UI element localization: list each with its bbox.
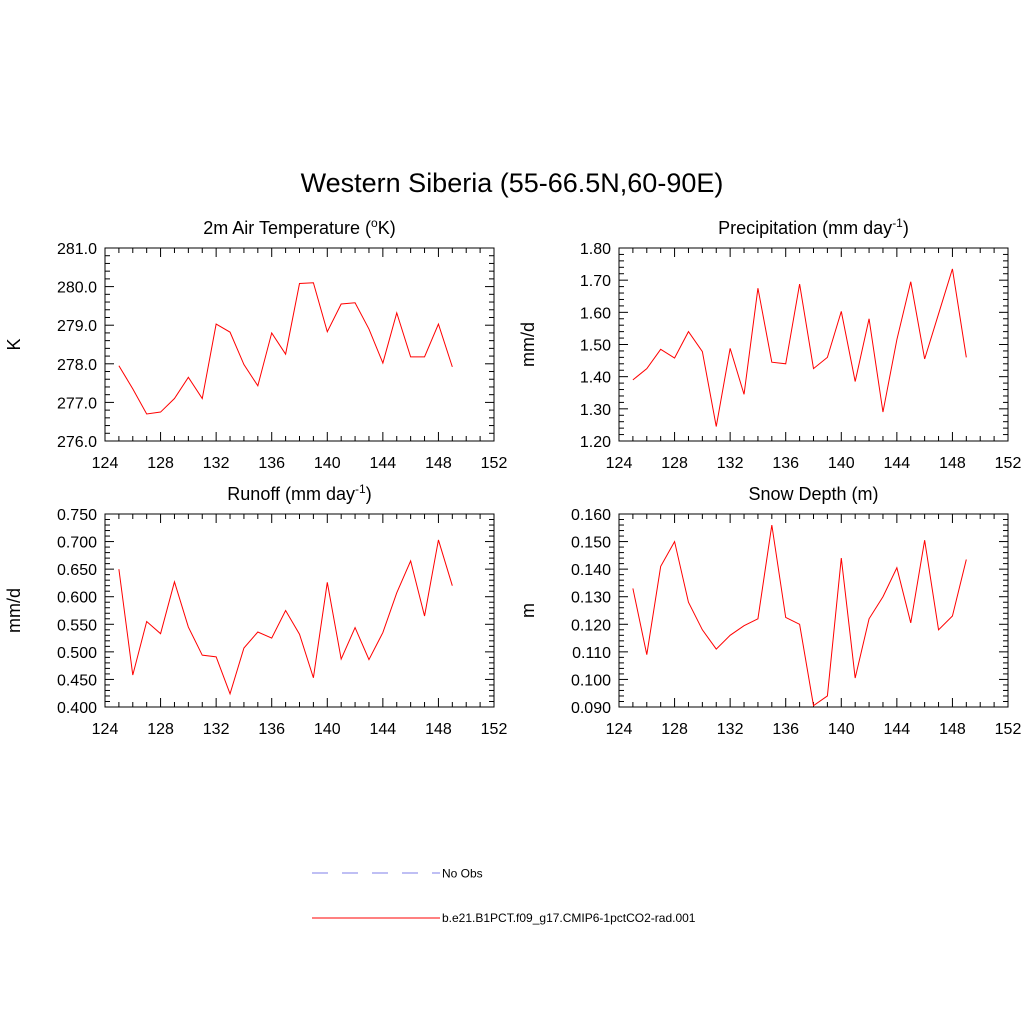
y-tick-label: 0.150 (571, 535, 611, 552)
y-axis-label: K (4, 338, 24, 350)
plot-frame (104, 247, 495, 442)
y-tick-label: 277.0 (57, 395, 97, 412)
x-tick-label: 140 (314, 721, 341, 738)
y-tick-label: 1.50 (580, 338, 611, 355)
y-tick-label: 0.400 (57, 700, 97, 717)
y-tick-label: 0.450 (57, 672, 97, 689)
x-tick-label: 128 (661, 455, 688, 472)
x-tick-label: 128 (661, 721, 688, 738)
y-axis-label: mm/d (4, 588, 24, 633)
x-tick-label: 140 (828, 721, 855, 738)
y-tick-label: 0.110 (572, 645, 611, 662)
y-tick-label: 1.70 (580, 273, 611, 290)
panels: 2m Air Temperature (oK) K 124 128 132 136 140 1… (4, 216, 1021, 738)
chart-snow-depth: Snow Depth (m) m 124 128 132 136 140 144 148 152 0… (518, 484, 1021, 738)
y-tick-label: 0.140 (571, 562, 611, 579)
legend-label-no-obs: No Obs (442, 867, 483, 881)
plot-frame (104, 513, 495, 708)
x-tick-label: 152 (995, 455, 1022, 472)
y-tick-label: 1.20 (580, 434, 611, 451)
x-tick-label: 128 (147, 455, 174, 472)
x-tick-label: 124 (92, 455, 119, 472)
x-tick-label: 128 (147, 721, 174, 738)
chart-title: Snow Depth (m) (748, 484, 878, 504)
y-tick-label: 1.30 (580, 402, 611, 419)
y-tick-label: 279.0 (57, 318, 97, 335)
x-tick-label: 124 (606, 455, 633, 472)
x-tick-label: 144 (370, 455, 397, 472)
x-tick-label: 136 (258, 721, 285, 738)
x-tick-label: 152 (481, 455, 508, 472)
y-axis-label: m (518, 603, 538, 618)
y-tick-label: 0.700 (57, 535, 97, 552)
x-tick-label: 140 (314, 455, 341, 472)
y-tick-label: 281.0 (57, 241, 97, 258)
x-tick-label: 148 (939, 721, 966, 738)
x-tick-label: 132 (203, 455, 230, 472)
y-tick-label: 1.40 (580, 370, 611, 387)
x-tick-label: 132 (203, 721, 230, 738)
legend: No Obs b.e21.B1PCT.f09_g17.CMIP6-1pctCO2… (312, 867, 696, 925)
chart-title: 2m Air Temperature (oK) (203, 216, 395, 238)
series-line-precipitation (632, 268, 967, 427)
x-tick-label: 124 (606, 721, 633, 738)
y-tick-label: 1.60 (580, 305, 611, 322)
y-tick-label: 0.130 (571, 590, 611, 607)
chart-precipitation: Precipitation (mm day-1) mm/d 124 128 132 136… (518, 216, 1021, 472)
y-tick-label: 1.80 (580, 241, 611, 258)
plot-frame (618, 513, 1009, 708)
x-tick-label: 132 (717, 455, 744, 472)
x-tick-label: 124 (92, 721, 119, 738)
y-tick-label: 280.0 (57, 280, 97, 297)
x-tick-label: 152 (995, 721, 1022, 738)
y-tick-label: 0.500 (57, 645, 97, 662)
y-tick-label: 0.600 (57, 590, 97, 607)
x-tick-label: 136 (772, 455, 799, 472)
x-tick-label: 144 (884, 721, 911, 738)
y-tick-label: 0.100 (571, 672, 611, 689)
x-tick-label: 136 (772, 721, 799, 738)
x-tick-label: 132 (717, 721, 744, 738)
series-line-snow-depth (632, 524, 967, 707)
y-tick-label: 0.090 (571, 700, 611, 717)
x-tick-label: 144 (884, 455, 911, 472)
x-tick-label: 144 (370, 721, 397, 738)
x-tick-label: 148 (939, 455, 966, 472)
y-axis-label: mm/d (518, 322, 538, 367)
series-line-runoff (118, 539, 453, 696)
x-tick-label: 148 (425, 455, 452, 472)
y-tick-label: 278.0 (57, 357, 97, 374)
x-tick-label: 140 (828, 455, 855, 472)
y-tick-label: 0.160 (571, 507, 611, 524)
legend-label-model: b.e21.B1PCT.f09_g17.CMIP6-1pctCO2-rad.00… (442, 911, 696, 925)
series-line-temperature (118, 282, 453, 415)
chart-title: Precipitation (mm day-1) (718, 216, 909, 238)
y-tick-label: 276.0 (57, 434, 97, 451)
chart-runoff: Runoff (mm day-1) mm/d 124 128 132 136 140 144 1… (4, 482, 507, 738)
x-tick-label: 152 (481, 721, 508, 738)
x-tick-label: 148 (425, 721, 452, 738)
x-tick-label: 136 (258, 455, 285, 472)
chart-temperature: 2m Air Temperature (oK) K 124 128 132 136 140 1… (4, 216, 507, 472)
figure-title: Western Siberia (55-66.5N,60-90E) (301, 168, 724, 198)
y-tick-label: 0.550 (57, 617, 97, 634)
y-tick-label: 0.120 (571, 617, 611, 634)
chart-title: Runoff (mm day-1) (227, 482, 371, 504)
y-tick-label: 0.750 (57, 507, 97, 524)
y-tick-label: 0.650 (57, 562, 97, 579)
